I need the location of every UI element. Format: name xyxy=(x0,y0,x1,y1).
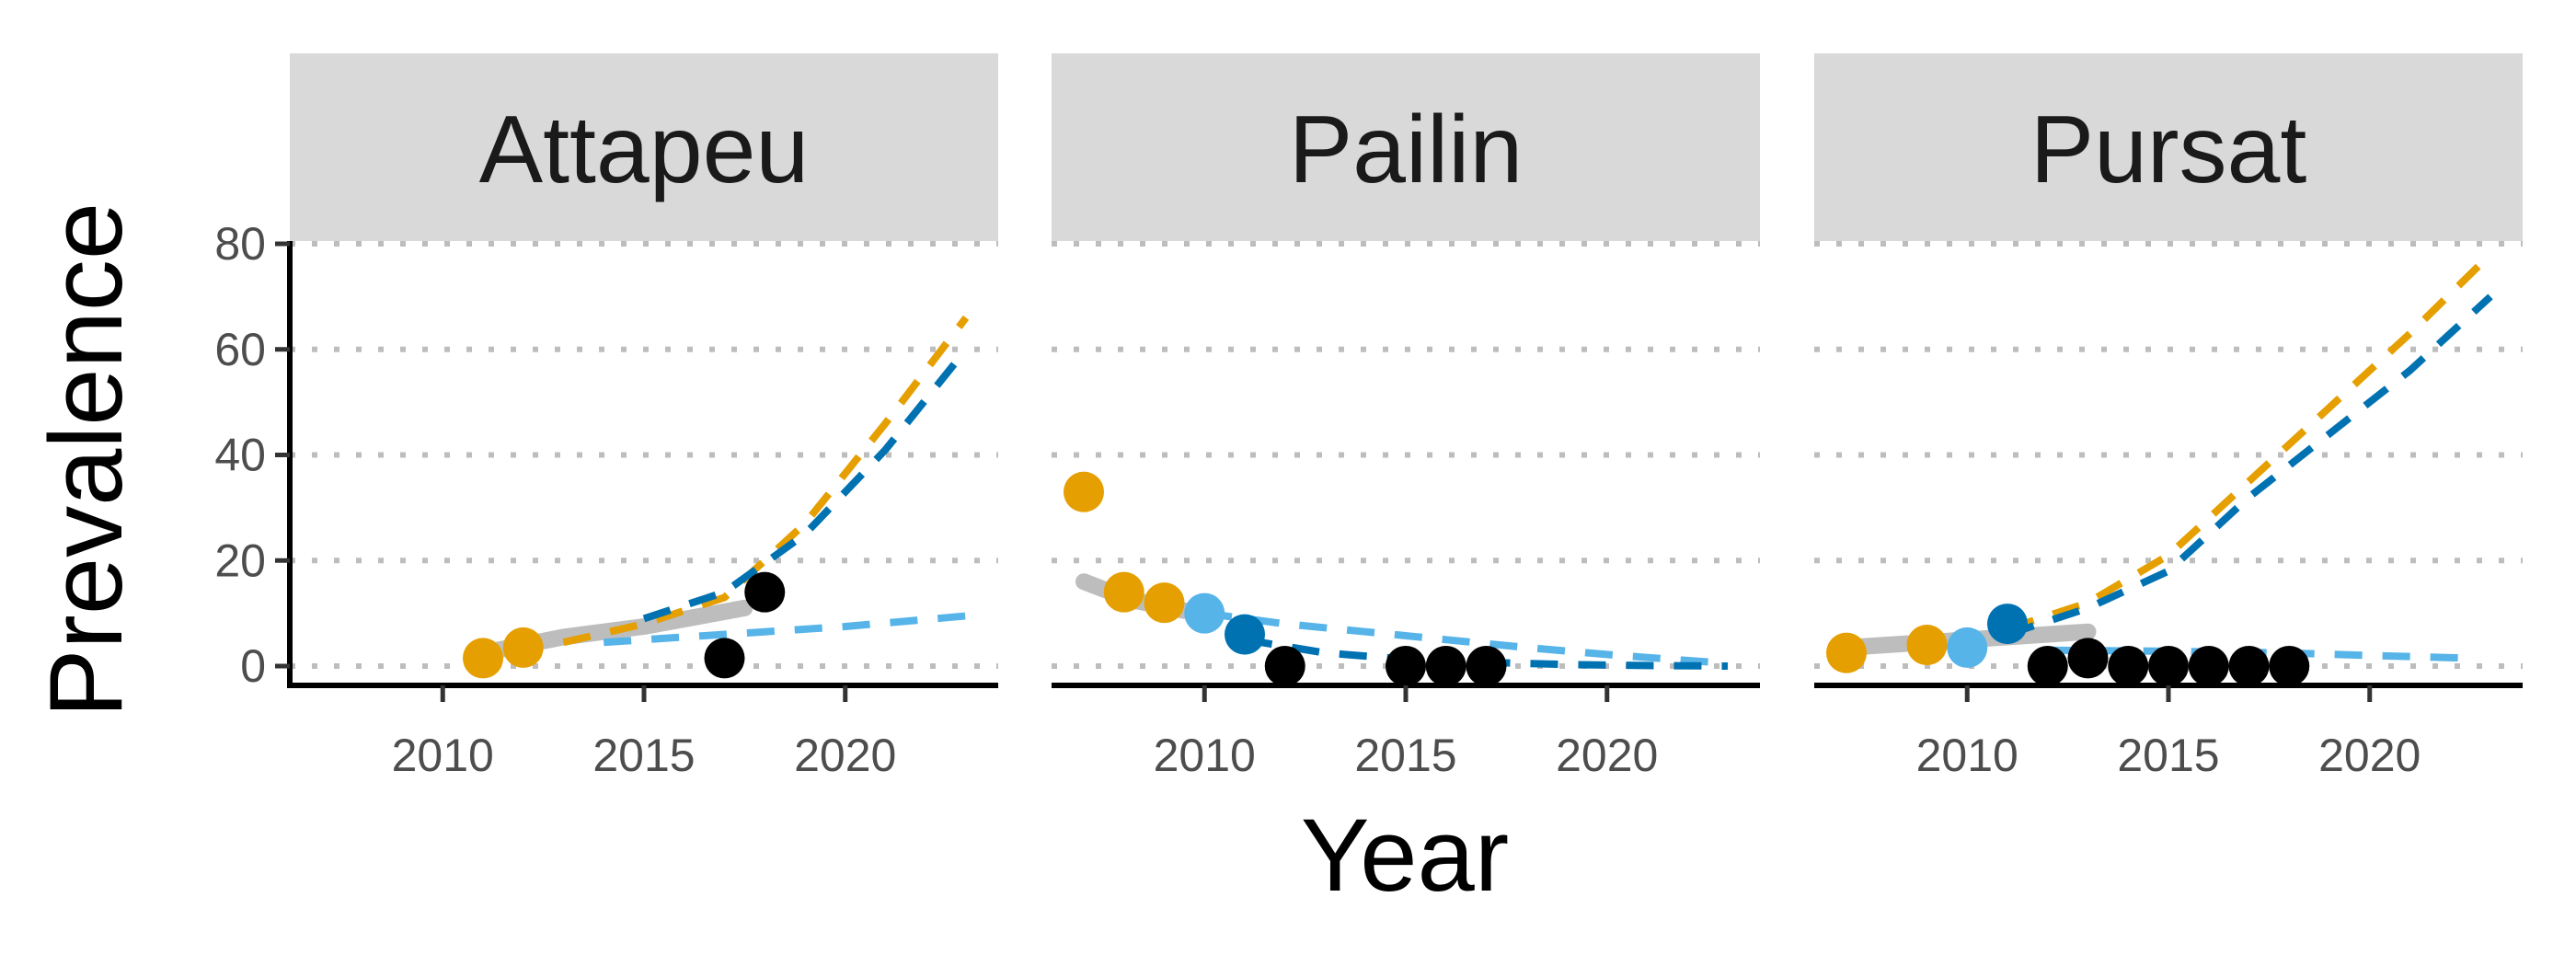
x-tick-label: 2015 xyxy=(2117,730,2219,781)
data-point-black xyxy=(2228,646,2270,685)
y-tick-label: 20 xyxy=(214,535,266,586)
data-point-dark-blue xyxy=(1987,604,2028,645)
panel-title: Pursat xyxy=(2030,97,2307,203)
data-point-light-blue xyxy=(1947,627,1988,668)
x-tick-label: 2010 xyxy=(1154,730,1256,781)
projection-line-orange xyxy=(2006,251,2493,633)
data-point-black xyxy=(1264,646,1305,685)
data-point-dark-blue xyxy=(1225,614,1265,655)
data-point-orange xyxy=(1144,582,1185,624)
panel-strip xyxy=(1814,53,2523,241)
panel-strip xyxy=(290,53,998,241)
data-point-black xyxy=(2269,646,2310,685)
x-tick-label: 2015 xyxy=(592,730,695,781)
data-point-black xyxy=(2108,646,2149,685)
x-tick-label: 2010 xyxy=(392,730,494,781)
data-point-black xyxy=(2027,646,2068,685)
projection-line-light-blue xyxy=(603,612,967,647)
data-point-black xyxy=(744,571,786,613)
data-point-orange xyxy=(1906,625,1948,666)
panel-title: Attapeu xyxy=(479,97,810,203)
data-point-black xyxy=(2188,646,2229,685)
y-tick-label: 80 xyxy=(214,218,266,270)
panel-data-layer xyxy=(463,315,970,679)
projection-line-light-blue xyxy=(1203,609,1729,668)
panel-pursat: Pursat 2010 2015 2020 xyxy=(1814,53,2523,781)
panel-title: Pailin xyxy=(1289,97,1523,203)
y-tick-label: 40 xyxy=(214,430,266,481)
y-tick-label: 60 xyxy=(214,324,266,375)
data-point-orange xyxy=(1826,632,1867,673)
data-point-black xyxy=(1386,646,1426,685)
panel-attapeu: Attapeu 2010 2015 2020 0 20 40 60 80 xyxy=(214,53,998,781)
y-tick-label: 0 xyxy=(240,640,266,692)
panel-data-layer xyxy=(1064,471,1729,685)
data-point-orange xyxy=(1103,571,1144,613)
data-point-orange xyxy=(463,638,503,679)
x-tick-label: 2020 xyxy=(794,730,896,781)
panel-strip xyxy=(1052,53,1760,241)
data-point-black xyxy=(1425,646,1466,685)
data-point-black xyxy=(2148,646,2189,685)
projection-line-dark-blue xyxy=(642,347,970,623)
data-point-orange xyxy=(1064,471,1104,512)
x-tick-label: 2020 xyxy=(2318,730,2421,781)
projection-line-dark-blue xyxy=(2006,293,2493,638)
x-tick-label: 2010 xyxy=(1916,730,2018,781)
panel-data-layer xyxy=(1826,251,2493,685)
x-tick-label: 2020 xyxy=(1556,730,1658,781)
data-point-black xyxy=(1466,646,1507,685)
x-axis-title: Year xyxy=(1301,798,1509,913)
y-axis-title: Prevalence xyxy=(29,202,144,718)
data-point-light-blue xyxy=(1184,592,1225,634)
data-point-orange xyxy=(502,627,544,668)
data-point-black xyxy=(704,638,745,679)
x-tick-label: 2015 xyxy=(1354,730,1456,781)
data-point-black xyxy=(2067,638,2109,679)
projection-line-orange xyxy=(562,315,970,647)
panel-pailin: Pailin 2010 2015 2020 xyxy=(1052,53,1760,781)
